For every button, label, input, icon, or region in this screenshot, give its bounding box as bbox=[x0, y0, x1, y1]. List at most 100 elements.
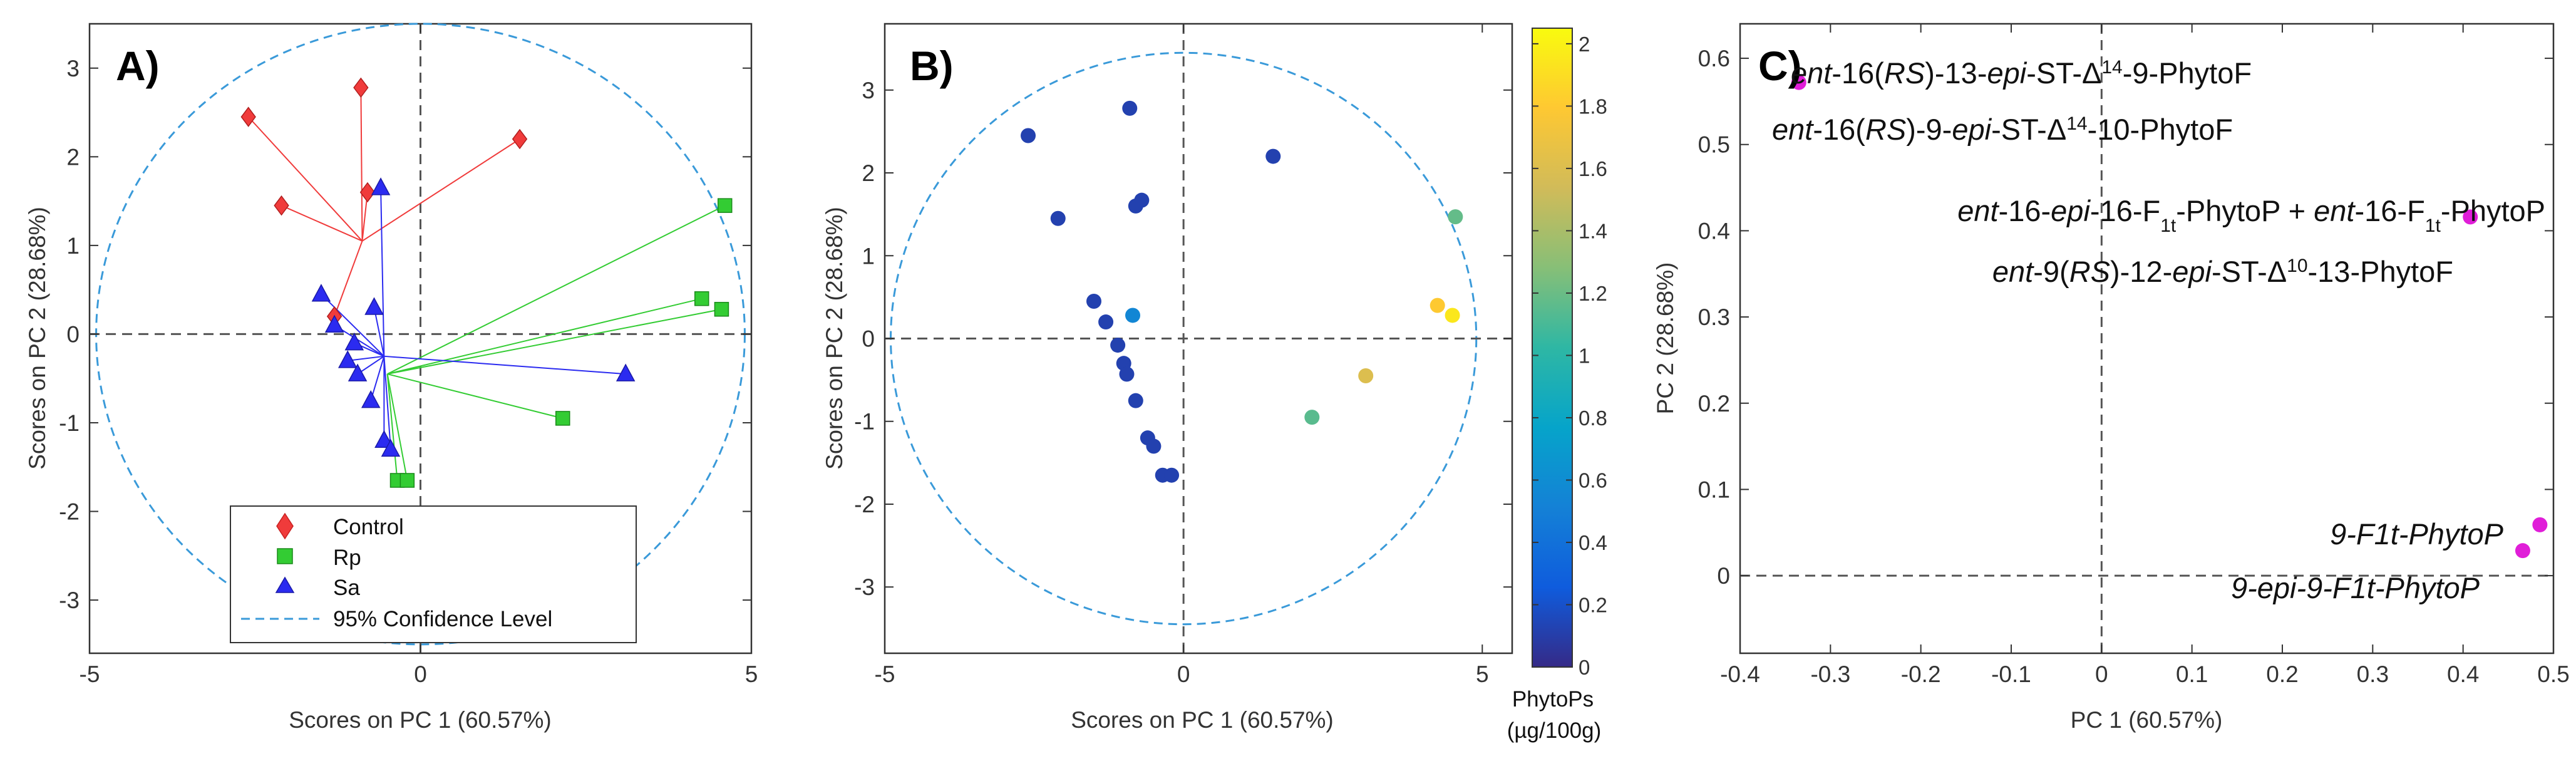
x-tick-label: 5 bbox=[745, 661, 758, 687]
x-tick-label: -0.3 bbox=[1810, 661, 1850, 687]
point-control bbox=[240, 106, 256, 127]
panel-c-axes-box bbox=[1739, 23, 2555, 655]
panel-b: -5 0 5 -3 -2 -1 0 1 2 3 B) Scores on PC 1 (60.57… bbox=[822, 23, 1607, 743]
point bbox=[1265, 148, 1281, 164]
centroid-link-rp bbox=[387, 308, 722, 375]
centroid-link-control bbox=[361, 138, 520, 242]
loading-point bbox=[2515, 543, 2530, 559]
point bbox=[1050, 210, 1066, 226]
y-tick-label: 1 bbox=[66, 233, 80, 259]
y-tick-label: 0.3 bbox=[1698, 304, 1730, 330]
point-sa bbox=[371, 177, 391, 195]
point bbox=[1445, 308, 1460, 323]
y-tick-label: -1 bbox=[59, 410, 80, 436]
y-tick-label: 0.5 bbox=[1698, 132, 1730, 158]
colorbar-tick-label: 1 bbox=[1579, 344, 1590, 367]
point-control bbox=[359, 182, 376, 203]
point bbox=[1164, 467, 1180, 483]
point-sa bbox=[311, 284, 331, 302]
centroid-link-control bbox=[360, 87, 363, 241]
y-tick-label: -3 bbox=[59, 587, 80, 613]
panel-a-ylabel: Scores on PC 2 (28.68%) bbox=[24, 207, 50, 470]
centroid-link-sa bbox=[380, 187, 385, 356]
point bbox=[1304, 410, 1320, 425]
y-tick-label: 3 bbox=[66, 56, 80, 81]
legend-rp-label: Rp bbox=[333, 546, 361, 570]
colorbar-tick-label: 1.2 bbox=[1579, 282, 1607, 305]
point-sa bbox=[344, 332, 364, 351]
y-tick-label: 0 bbox=[66, 321, 80, 347]
x-tick-label: 0.1 bbox=[2176, 661, 2208, 687]
point bbox=[1098, 314, 1114, 330]
colorbar-tick-label: 0.4 bbox=[1579, 531, 1607, 554]
y-tick-label: 0 bbox=[862, 326, 875, 352]
y-tick-label: 3 bbox=[862, 78, 875, 103]
x-tick-label: 0.3 bbox=[2357, 661, 2389, 687]
colorbar-tick-label: 1.8 bbox=[1579, 95, 1607, 118]
colorbar bbox=[1532, 28, 1573, 668]
legend-box bbox=[230, 505, 637, 643]
panel-b-ylabel: Scores on PC 2 (28.68%) bbox=[822, 207, 847, 470]
centroid-link-control bbox=[334, 241, 363, 317]
y-tick-label: -1 bbox=[854, 409, 875, 435]
point-rp bbox=[694, 291, 709, 306]
annotation-3: ent-16-epi-16-F1t-PhytoP + ent-16-F1t-Ph… bbox=[1957, 194, 2545, 236]
centroid-link-sa bbox=[383, 356, 391, 450]
y-tick-label: 1 bbox=[862, 243, 875, 269]
point-sa bbox=[324, 314, 344, 333]
point-rp bbox=[717, 198, 733, 213]
point-sa bbox=[361, 390, 381, 408]
x-tick-label: -0.2 bbox=[1901, 661, 1941, 687]
centroid-link-control bbox=[281, 205, 363, 242]
centroid-link-sa bbox=[384, 355, 626, 375]
x-tick-label: 0 bbox=[2095, 661, 2108, 687]
y-tick-label: 0.6 bbox=[1698, 46, 1730, 71]
colorbar-tick-label: 2 bbox=[1579, 33, 1590, 56]
legend-sa-label: Sa bbox=[333, 576, 360, 600]
point bbox=[1119, 366, 1135, 382]
y-tick-label: 0.4 bbox=[1698, 218, 1730, 244]
point-sa bbox=[337, 350, 358, 368]
x-tick-label: 0.5 bbox=[2537, 661, 2569, 687]
point bbox=[1125, 308, 1141, 323]
y-tick-label: -2 bbox=[854, 492, 875, 517]
point bbox=[1134, 192, 1150, 208]
x-tick-label: 0.4 bbox=[2447, 661, 2479, 687]
legend-control-label: Control bbox=[333, 515, 404, 539]
centroid-link-rp bbox=[387, 205, 726, 375]
y-tick-label: -2 bbox=[59, 499, 80, 525]
point-control bbox=[274, 195, 289, 216]
panel-b-xlabel: Scores on PC 1 (60.57%) bbox=[1071, 707, 1334, 733]
panel-a: -5 0 5 -3 -2 -1 0 1 2 3 A) Scores on PC 1 (60.57… bbox=[24, 23, 758, 733]
legend-rp-marker bbox=[277, 548, 293, 564]
point-sa bbox=[616, 363, 636, 381]
y-tick-label: 2 bbox=[66, 144, 80, 170]
y-tick-label: 2 bbox=[862, 160, 875, 186]
point bbox=[1448, 209, 1463, 225]
x-tick-label: 0 bbox=[414, 661, 427, 687]
centroid-link-sa bbox=[370, 356, 385, 401]
panel-c-ylabel: PC 2 (28.68%) bbox=[1652, 262, 1678, 415]
point-rp bbox=[555, 411, 570, 426]
point-sa bbox=[364, 297, 384, 315]
point bbox=[1146, 438, 1162, 454]
centroid-link-rp bbox=[387, 298, 702, 375]
legend-control-marker bbox=[276, 512, 294, 540]
colorbar-units: (µg/100g) bbox=[1507, 718, 1602, 743]
point bbox=[1110, 338, 1126, 353]
centroid-link-rp bbox=[386, 374, 398, 481]
colorbar-tick-label: 0.2 bbox=[1579, 593, 1607, 616]
centroid-link-sa bbox=[373, 307, 385, 357]
centroid-link-rp bbox=[387, 373, 563, 419]
x-tick-label: -5 bbox=[80, 661, 100, 687]
panel-a-label: A) bbox=[116, 43, 160, 89]
panel-a-legend: Control Rp Sa 95% Confidence Level bbox=[230, 505, 637, 643]
annotation-5: 9-F1t-PhytoP bbox=[2330, 517, 2504, 551]
point-rp bbox=[399, 473, 415, 488]
y-tick-label: 0 bbox=[1717, 563, 1730, 589]
centroid-link-sa bbox=[348, 355, 384, 361]
colorbar-tick-label: 0.8 bbox=[1579, 406, 1607, 430]
legend-ellipse-label: 95% Confidence Level bbox=[333, 607, 552, 631]
colorbar-label: PhytoPs bbox=[1512, 687, 1594, 712]
colorbar-tick-label: 0.6 bbox=[1579, 468, 1607, 492]
